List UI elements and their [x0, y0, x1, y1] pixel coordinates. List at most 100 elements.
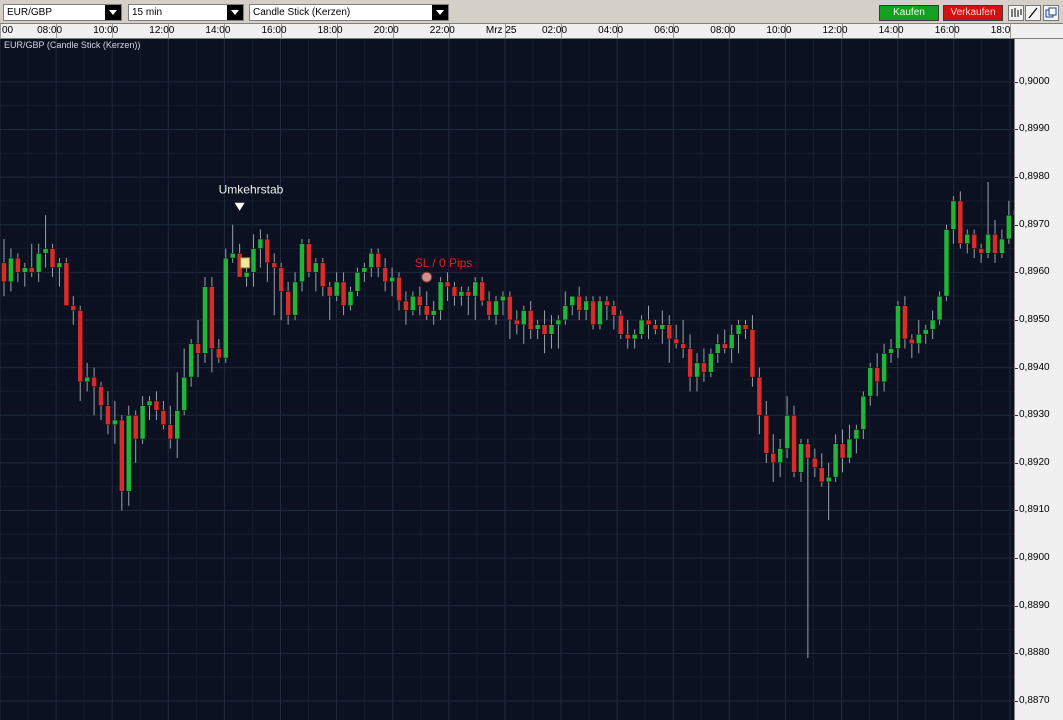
candle-body-up [929, 319, 936, 330]
candle-body-up [950, 200, 957, 230]
candle-body-down [763, 414, 770, 454]
price-tick-label: 0,8880 [1019, 647, 1050, 659]
time-tick-mark [168, 24, 170, 39]
candle-body-down [742, 324, 749, 330]
candle-body-up [534, 324, 541, 330]
candle-body-up [500, 295, 506, 302]
chevron-down-icon[interactable] [227, 5, 243, 20]
candle-body-down [91, 376, 97, 387]
time-tick-label: 10:00 [766, 25, 792, 36]
price-tick-mark [1015, 81, 1018, 83]
time-tick-label: 16:00 [261, 25, 287, 36]
candle-body-up [84, 376, 90, 383]
chevron-down-icon[interactable] [105, 5, 121, 20]
candle-body-up [860, 395, 867, 430]
time-tick-label: 08:00 [710, 25, 736, 36]
candle-body-up [728, 334, 735, 349]
window-icon[interactable] [1043, 5, 1059, 21]
candle-body-up [42, 248, 49, 254]
candle-body-up [125, 414, 132, 492]
time-tick-label: Mrz 25 [485, 25, 517, 36]
line-draw-icon[interactable] [1025, 5, 1041, 21]
candle-body-down [909, 338, 915, 345]
symbol-select[interactable]: EUR/GBP [3, 4, 122, 21]
candle-body-up [333, 281, 340, 297]
candle-body-up [243, 272, 250, 278]
candle-body-up [410, 295, 416, 311]
candle-body-up [146, 400, 153, 406]
time-tick-label: 20:00 [373, 25, 399, 36]
candle-body-down [611, 305, 617, 316]
candle-body-up [35, 253, 42, 273]
candle-body-down [105, 405, 111, 425]
time-tick-mark [561, 24, 562, 39]
entry-marker-icon [240, 257, 251, 269]
candle-body-down [992, 234, 998, 254]
candle-body-down [70, 305, 77, 311]
price-tick-label: 0,8900 [1019, 552, 1050, 564]
candle-body-up [562, 305, 569, 321]
candle-body-down [590, 300, 596, 325]
price-tick-mark [1015, 700, 1018, 702]
stop-loss-marker-icon [421, 271, 433, 283]
candle-body-down [624, 334, 631, 340]
time-tick-label: 16:00 [934, 25, 960, 36]
candle-body-up [347, 291, 354, 306]
candle-body-up [694, 362, 700, 378]
candle-body-up [229, 253, 236, 259]
candle-body-down [396, 276, 402, 302]
chart-toolbar: EUR/GBP 15 min Candle Stick (Kerzen) Kau… [0, 0, 1063, 24]
time-tick-mark [56, 24, 58, 39]
sell-button[interactable]: Verkaufen [943, 5, 1003, 21]
price-tick-label: 0,8960 [1019, 266, 1050, 278]
candle-body-up [867, 367, 873, 397]
chevron-down-icon[interactable] [432, 5, 448, 20]
candle-body-down [63, 262, 70, 306]
candle-body-down [417, 295, 423, 306]
candle-body-down [375, 253, 381, 268]
candle-body-up [521, 310, 527, 325]
candle-body-down [278, 267, 284, 292]
candle-body-up [202, 286, 208, 354]
candle-body-up [798, 443, 804, 473]
candle-body-down [957, 200, 964, 245]
candle-body-down [382, 267, 388, 283]
candle-body-down [98, 386, 104, 406]
candle-body-down [839, 443, 846, 459]
candle-body-up [922, 329, 929, 335]
chart-type-select[interactable]: Candle Stick (Kerzen) [249, 4, 449, 21]
candle-body-down [645, 319, 652, 325]
price-tick-mark [1015, 462, 1018, 464]
candle-body-down [749, 329, 756, 378]
candle-body-down [153, 400, 160, 411]
price-tick-mark [1015, 224, 1018, 226]
price-tick-label: 0,8950 [1019, 313, 1050, 325]
candle-body-down [680, 343, 686, 349]
candle-body-up [631, 334, 638, 340]
candle-body-up [715, 343, 721, 354]
time-tick-mark [897, 24, 899, 39]
candle-body-up [188, 343, 194, 378]
time-tick-mark [673, 24, 675, 39]
candle-body-up [1013, 210, 1014, 216]
chart-plot-area[interactable]: EUR/GBP (Candle Stick (Kerzen)) Umkehrst… [0, 39, 1014, 720]
candle-body-up [8, 257, 14, 283]
candle-body-down [687, 348, 693, 378]
candle-body-up [472, 281, 478, 297]
bars-icon[interactable] [1008, 5, 1024, 21]
buy-button[interactable]: Kaufen [879, 5, 939, 21]
time-tick-label: 04:00 [598, 25, 624, 36]
time-tick-mark [785, 24, 787, 39]
symbol-select-value: EUR/GBP [7, 7, 53, 18]
interval-select[interactable]: 15 min [128, 4, 244, 21]
price-tick-mark [1015, 177, 1018, 179]
candle-body-down [971, 234, 977, 249]
candle-body-up [832, 443, 839, 478]
candle-body-up [354, 272, 361, 292]
price-tick-label: 0,8910 [1019, 504, 1050, 516]
price-tick-label: 0,8930 [1019, 409, 1050, 421]
time-axis: 00 08:00 10:00 12:00 14:00 16:00 18:00 20:00 22:… [0, 24, 1063, 39]
candle-body-down [541, 324, 548, 335]
candle-body-down [160, 410, 167, 425]
candle-body-down [486, 300, 492, 316]
